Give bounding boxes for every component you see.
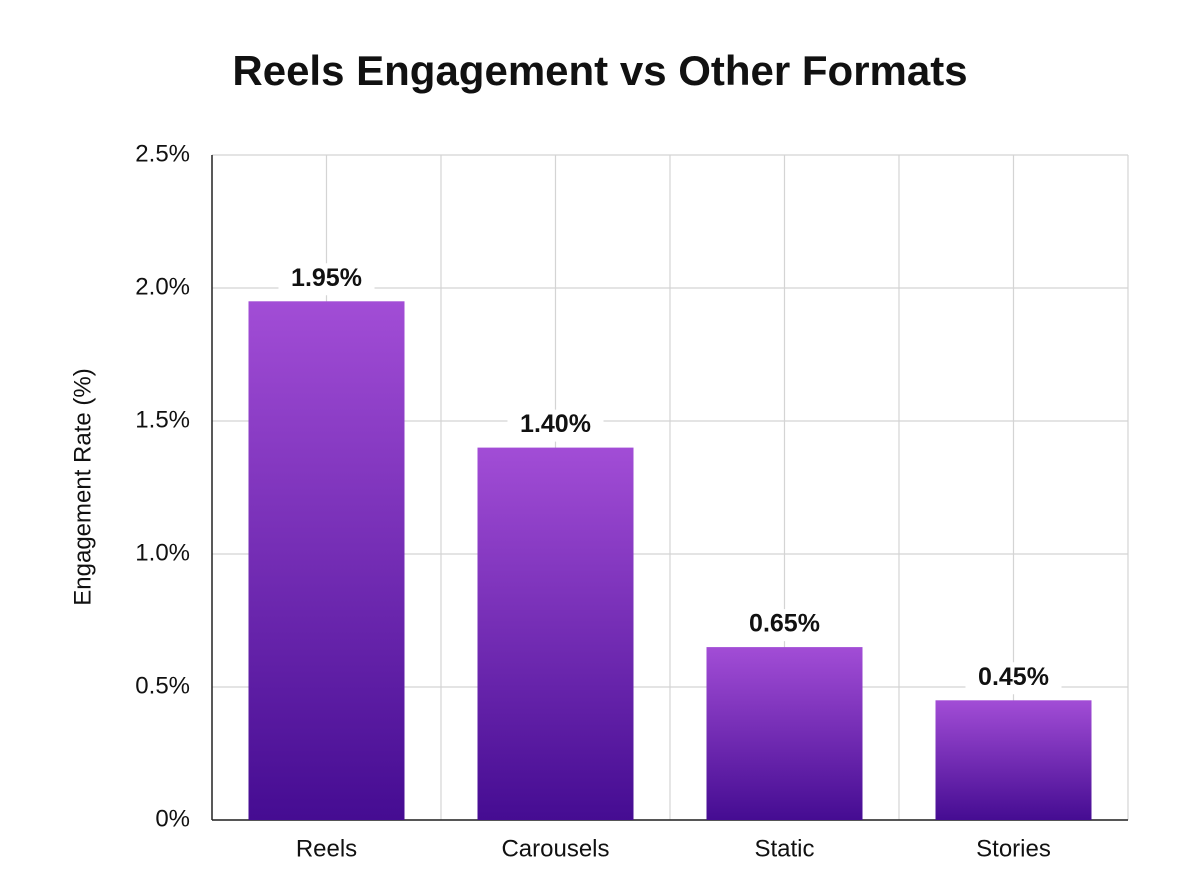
bar (706, 647, 863, 820)
value-label-bg (507, 409, 604, 442)
value-label: 0.65% (749, 610, 820, 638)
bar (248, 301, 405, 820)
value-label: 0.45% (978, 663, 1049, 691)
y-axis-label: Engagement Rate (%) (69, 368, 96, 605)
value-label: 1.40% (520, 410, 591, 438)
x-tick-label: Reels (296, 835, 357, 862)
chart-title: Reels Engagement vs Other Formats (232, 47, 967, 94)
value-label-bg (736, 609, 833, 642)
x-tick-label: Carousels (501, 835, 609, 862)
value-label-bg (965, 662, 1062, 695)
x-tick-label: Static (754, 835, 814, 862)
labels: 0% 0.5% 1.0% 1.5% 2.0% 2.5% Reels 1.95% Carousel… (135, 140, 1062, 862)
value-label-bg (278, 263, 375, 296)
bar (477, 447, 634, 820)
y-tick-label: 2.5% (135, 140, 190, 167)
x-tick-label: Stories (976, 835, 1051, 862)
value-label: 1.95% (291, 264, 362, 292)
bar (935, 700, 1092, 820)
y-tick-label: 0% (155, 805, 190, 832)
bars (248, 301, 1092, 820)
y-tick-label: 1.5% (135, 406, 190, 433)
y-tick-label: 0.5% (135, 672, 190, 699)
y-tick-label: 1.0% (135, 539, 190, 566)
y-tick-label: 2.0% (135, 273, 190, 300)
